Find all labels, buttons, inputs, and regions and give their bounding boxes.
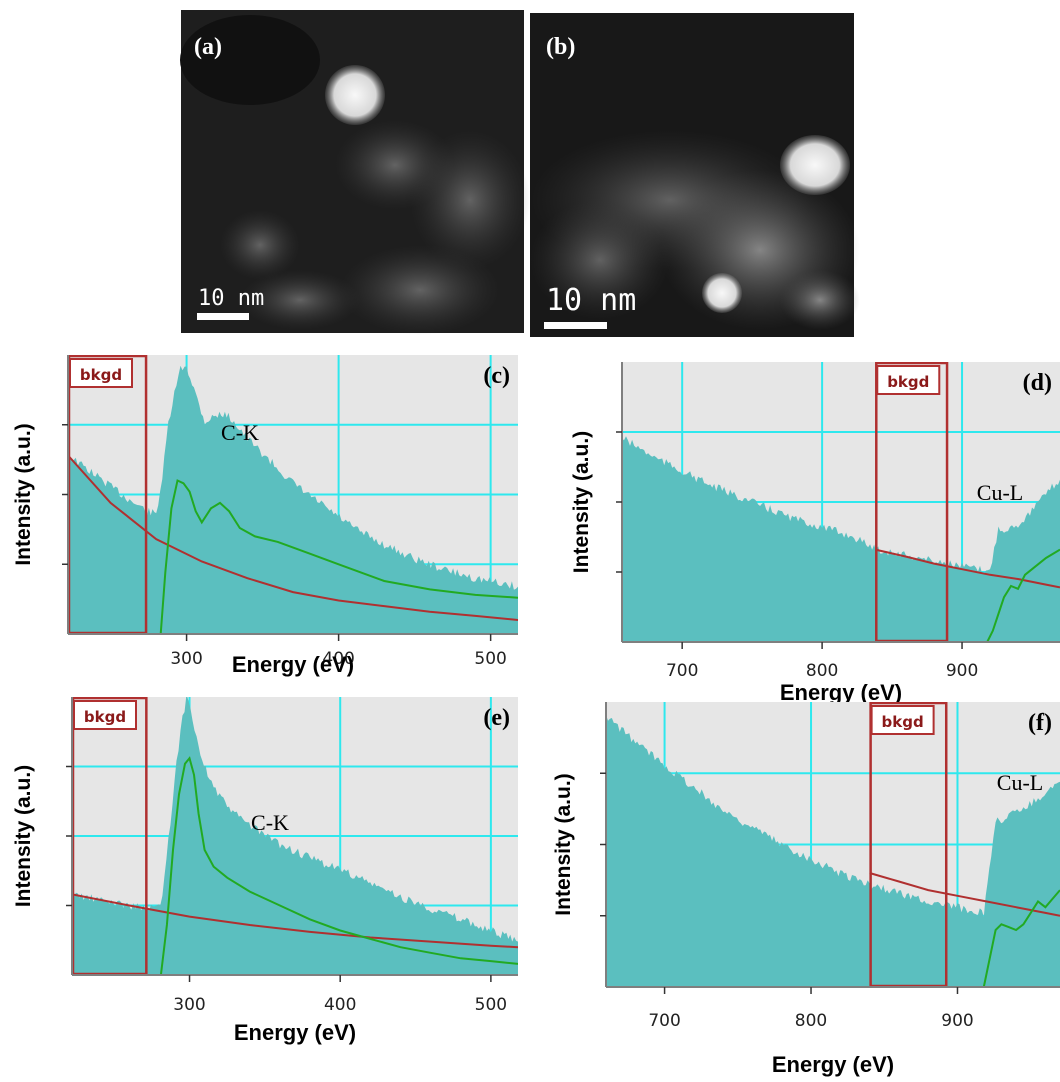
peak-label: Cu-L (997, 770, 1043, 795)
x-tick-label: 800 (806, 661, 838, 681)
panel-label: (f) (1028, 710, 1052, 736)
panel-label: (e) (483, 705, 510, 731)
particle-shadow (340, 245, 500, 335)
background-window-label: bkgd (887, 373, 929, 391)
panel-label-b: (b) (546, 34, 575, 60)
background-window-label: bkgd (882, 713, 924, 731)
x-axis-title: Energy (eV) (772, 1052, 894, 1077)
background-fit-line (68, 454, 518, 621)
bright-particle (702, 273, 742, 313)
panel-label: (d) (1023, 370, 1052, 396)
spectrum-chart-e: bkgd 300 400 500 Energy (eV) Intensity (a.u.)… (12, 697, 518, 1045)
y-axis-title: Intensity (a.u.) (552, 773, 575, 915)
x-axis-title: Energy (eV) (780, 680, 902, 705)
micrograph-b: (b) 10 nm (530, 13, 860, 337)
background-window-label: bkgd (80, 366, 122, 384)
x-axis-title: Energy (eV) (232, 652, 354, 677)
x-tick-label: 300 (170, 649, 202, 669)
dark-region (180, 15, 320, 105)
spectrum-chart-c: bkgd 300 400 500 Energy (eV) Intensity (a.u.)… (12, 355, 518, 677)
x-tick-label: 900 (941, 1011, 973, 1031)
bright-particle (780, 135, 850, 195)
x-tick-label: 700 (666, 661, 698, 681)
spectrum-chart-f: bkgd 700 800 900 Energy (eV) Intensity (a.u.)… (552, 702, 1060, 1077)
scale-bar-label: 10 nm (198, 286, 264, 311)
peak-label: C-K (221, 420, 259, 445)
x-tick-label: 900 (946, 661, 978, 681)
particle-shadow (240, 270, 360, 330)
panel-label: (c) (483, 363, 510, 389)
scale-bar (197, 313, 249, 320)
peak-label: C-K (251, 810, 289, 835)
x-tick-label: 400 (322, 649, 354, 669)
particle-shadow (530, 200, 670, 320)
x-axis-title: Energy (eV) (234, 1020, 356, 1045)
peak-label: Cu-L (977, 480, 1023, 505)
background-window-tag (876, 365, 941, 395)
particle-shadow (780, 270, 860, 330)
x-tick-label: 300 (173, 995, 205, 1015)
x-tick-label: 400 (324, 995, 356, 1015)
background-window-tag (69, 358, 133, 388)
background-fit-line (875, 548, 1060, 589)
background-window-label: bkgd (84, 708, 126, 726)
y-axis-title: Intensity (a.u.) (570, 431, 593, 573)
scale-bar (544, 322, 607, 329)
particle-shadow (220, 210, 300, 280)
spectrum-chart-d: bkgd 700 800 900 Energy (eV) Intensity (a.u.)… (570, 362, 1060, 705)
particle-shadow (410, 130, 530, 270)
x-tick-label: 500 (474, 649, 506, 669)
background-subtracted-line (986, 548, 1060, 642)
y-axis-title: Intensity (a.u.) (12, 423, 35, 565)
x-tick-label: 700 (648, 1011, 680, 1031)
raw-spectrum-area (622, 436, 1060, 642)
background-fit-line (869, 872, 1060, 917)
background-subtracted-line (982, 889, 1060, 987)
bright-particle (325, 65, 385, 125)
raw-spectrum-area (68, 365, 518, 634)
micrograph-a: (a) 10 nm (180, 10, 530, 335)
background-window-tag (870, 705, 935, 735)
x-tick-label: 500 (475, 995, 507, 1015)
background-subtracted-line (159, 479, 518, 634)
x-tick-label: 800 (795, 1011, 827, 1031)
background-subtracted-line (159, 756, 518, 975)
panel-label-a: (a) (194, 34, 222, 60)
scale-bar-label: 10 nm (546, 283, 636, 318)
y-axis-title: Intensity (a.u.) (12, 765, 35, 907)
background-fit-line (72, 893, 518, 949)
background-window-tag (73, 700, 137, 730)
